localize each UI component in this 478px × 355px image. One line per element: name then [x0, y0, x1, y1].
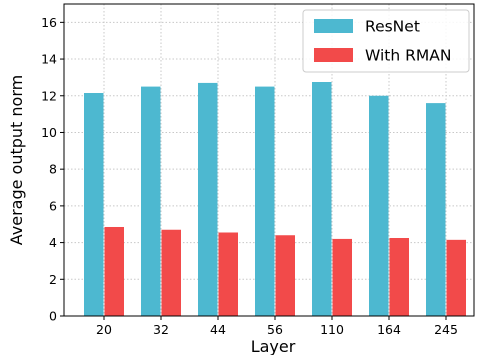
x-axis-label: Layer [251, 337, 296, 355]
bar-with-rman [275, 235, 295, 316]
x-tick-label: 44 [210, 322, 226, 337]
legend-label-resnet: ResNet [365, 18, 420, 36]
x-tick-label: 56 [267, 322, 283, 337]
y-tick-label: 2 [49, 272, 57, 287]
bar-with-rman [446, 239, 466, 316]
x-tick-label: 245 [434, 322, 458, 337]
x-tick-label: 110 [320, 322, 344, 337]
y-axis-ticks: 0 2 4 6 8 10 12 14 16 [41, 15, 64, 324]
y-tick-label: 10 [41, 125, 57, 140]
y-tick-label: 0 [49, 309, 57, 324]
bar-with-rman [161, 229, 181, 316]
bar-with-rman [218, 232, 238, 316]
legend-swatch-resnet [314, 19, 353, 33]
y-tick-label: 6 [49, 198, 57, 213]
legend-swatch-with-rman [314, 48, 353, 62]
y-tick-label: 12 [41, 88, 57, 103]
bars [84, 82, 466, 317]
bar-with-rman [104, 226, 124, 316]
bar-resnet [141, 86, 161, 317]
grid [64, 4, 474, 317]
x-axis-ticks: 20 32 44 56 110 164 245 [96, 316, 458, 337]
y-tick-label: 14 [41, 52, 57, 67]
x-tick-label: 164 [377, 322, 401, 337]
y-tick-label: 16 [41, 15, 57, 30]
bar-resnet [369, 95, 389, 316]
bar-resnet [426, 103, 446, 316]
legend: ResNet With RMAN [302, 9, 470, 73]
bar-with-rman [389, 238, 409, 316]
bar-resnet [255, 86, 275, 317]
bar-resnet [84, 93, 104, 316]
bar-with-rman [332, 238, 352, 316]
bar-resnet [198, 82, 218, 316]
legend-label-with-rman: With RMAN [365, 47, 451, 65]
y-axis-label: Average output norm [7, 75, 26, 245]
plot-frame [63, 3, 475, 317]
x-tick-label: 32 [153, 322, 169, 337]
bar-resnet [312, 82, 332, 316]
y-tick-label: 4 [49, 235, 57, 250]
y-tick-label: 8 [49, 162, 57, 177]
x-tick-label: 20 [96, 322, 112, 337]
